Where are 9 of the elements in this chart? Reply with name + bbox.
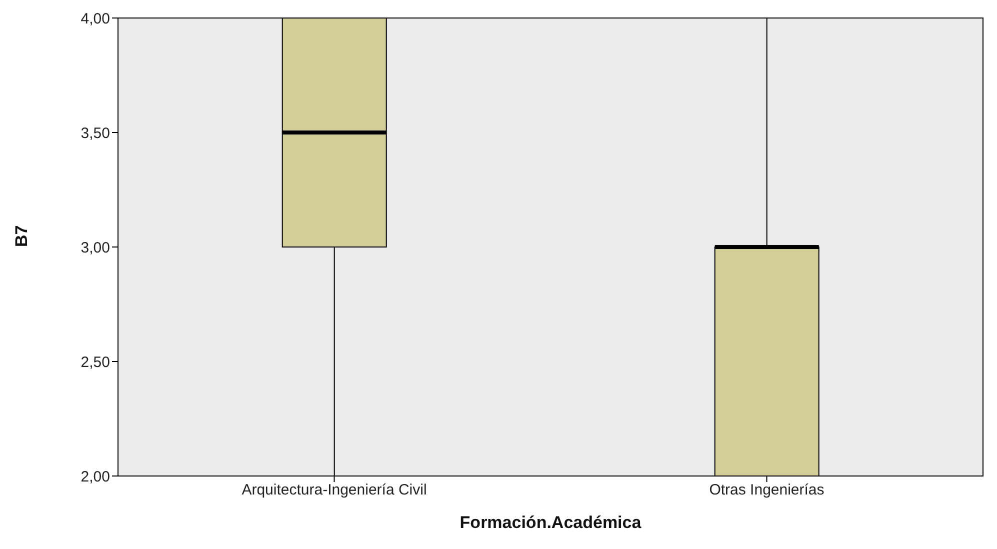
y-tick-label: 3,50 (80, 124, 110, 142)
y-tick-label: 2,50 (80, 354, 110, 371)
y-tick-label: 2,00 (80, 468, 110, 486)
y-axis-title: B7 (12, 225, 32, 247)
y-tick-label: 3,00 (80, 239, 110, 256)
x-tick-label: Arquitectura-Ingeniería Civil (242, 482, 427, 499)
x-axis-title: Formación.Académica (460, 513, 642, 532)
x-tick-label: Otras Ingenierías (709, 482, 824, 499)
y-tick-label: 4,00 (80, 10, 110, 28)
